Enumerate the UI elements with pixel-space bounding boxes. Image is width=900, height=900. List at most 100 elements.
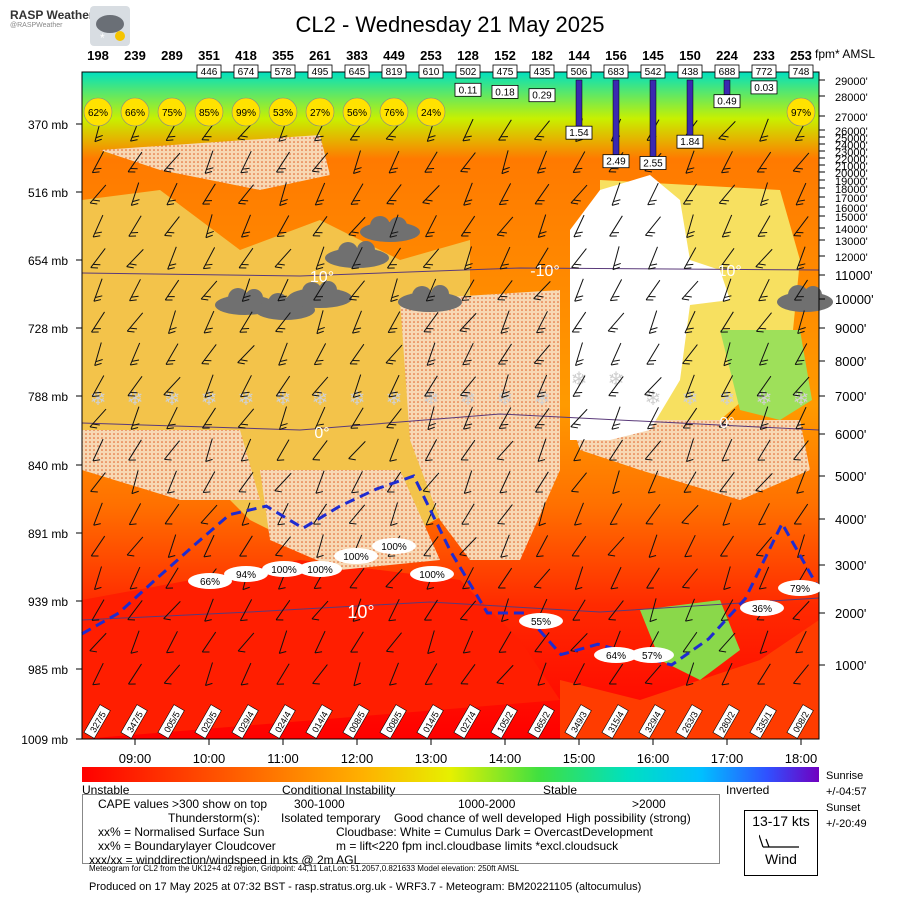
x-tick-label: 13:00 [415, 751, 448, 766]
cloudbase-box [788, 64, 814, 79]
wind-barb [426, 342, 436, 366]
sun-percent: 56% [347, 108, 367, 119]
wind-barb [498, 183, 512, 206]
snowflake-icon: ❄ [460, 388, 477, 410]
wind-barb [422, 248, 440, 269]
wind-barb [427, 406, 436, 431]
altitude-label: 21000' [835, 161, 868, 173]
cape-value: 198 [87, 48, 109, 63]
wind-barb [793, 664, 809, 685]
legend-box [82, 794, 720, 864]
altitude-label: 17000' [835, 193, 868, 205]
cloudbase-value: 683 [608, 67, 625, 78]
wind-barb [498, 407, 512, 429]
wind-barb [463, 406, 473, 430]
altitude-label: 9000' [835, 321, 866, 336]
wind-barb [792, 376, 810, 397]
wind-barb [203, 310, 215, 334]
wind-barb [793, 503, 809, 525]
wind-barb [682, 631, 698, 653]
wind-barb [572, 375, 586, 397]
sun-percent: 53% [273, 108, 293, 119]
wind-barb [90, 472, 106, 493]
wind-barb [500, 310, 510, 334]
legend-thunder: Thunderstorm(s): [168, 811, 261, 825]
wind-barb [612, 246, 621, 271]
altitude-label: 5000' [835, 469, 866, 484]
altitude-label: 19000' [835, 176, 868, 188]
bl-cloud-bubble [778, 580, 822, 596]
wind-barb [610, 342, 622, 366]
snowflake-icon: ❄ [90, 388, 107, 410]
isotherm-label: -10° [530, 263, 560, 280]
wind-barb [166, 631, 178, 654]
wind-barb [237, 408, 255, 429]
wind-barb [538, 502, 546, 527]
sun-circle [379, 97, 409, 127]
legend-cape-r2: 1000-2000 [458, 797, 516, 811]
wind-barb [723, 342, 732, 367]
bl-cloud-percent: 57% [642, 651, 662, 662]
wind-barb [241, 214, 251, 238]
wind-barb [794, 279, 808, 301]
snowflake-icon: ❄ [312, 388, 329, 410]
wind-barb [389, 438, 399, 462]
wind-barb [314, 630, 326, 654]
wind-barb [460, 215, 476, 237]
bl-cloud-bubble [224, 566, 268, 582]
bl-cloud-bubble [740, 600, 784, 616]
wind-barb [460, 152, 476, 173]
wind-barb [165, 343, 179, 365]
wind-barb [755, 248, 773, 269]
cloudbase-box [270, 64, 296, 79]
sun-percent: 76% [384, 108, 404, 119]
wind-barb [572, 151, 586, 173]
bl-cloud-percent: 100% [381, 542, 407, 553]
precip-value: 0.29 [532, 91, 552, 102]
wind-barb [684, 534, 696, 558]
snowflake-icon: ❄ [534, 388, 551, 410]
wind-barb [163, 376, 181, 397]
wind-barb [127, 151, 143, 173]
wind-barb [462, 118, 474, 142]
wind-barb [275, 375, 291, 397]
wind-barb [721, 438, 733, 462]
altitude-label: 12000' [835, 252, 868, 264]
cape-value: 152 [494, 48, 516, 63]
snowflake-icon: ❄ [682, 388, 699, 410]
wind-barb [535, 535, 549, 558]
cloudbase-value: 772 [756, 67, 773, 78]
cape-value: 156 [605, 48, 627, 63]
wind-barb [796, 470, 806, 494]
precip-box [602, 154, 630, 169]
precip-box [750, 80, 778, 95]
wind-barb [352, 598, 362, 622]
cloudbase-value: 475 [497, 67, 514, 78]
sunrise-value: +/-04:57 [826, 786, 867, 798]
wind-barb [758, 278, 770, 302]
x-tick-label: 18:00 [785, 751, 818, 766]
sun-percent: 62% [88, 108, 108, 119]
wind-barb [387, 247, 401, 269]
wind-barb [389, 662, 399, 686]
altitude-unit: fpm* AMSL [815, 47, 875, 61]
wind-barb [164, 216, 180, 237]
wind-barb [574, 502, 584, 526]
wind-barb [685, 598, 695, 622]
wind-barb [130, 406, 140, 430]
isotherm-label: 10° [310, 269, 334, 286]
cape-value: 128 [457, 48, 479, 63]
wind-barb [89, 408, 107, 429]
wind-barb [90, 535, 106, 557]
wind-barb [719, 472, 735, 493]
cloudbase-value: 578 [275, 67, 292, 78]
cloudbase-box [233, 64, 259, 79]
sun-circle [194, 97, 224, 127]
precip-bar [723, 79, 731, 95]
logo: RASP Weather @RASPWeather * [10, 6, 130, 48]
wind-barb [348, 504, 366, 525]
wind-barb [649, 598, 657, 623]
cloudbase-value: 542 [645, 67, 662, 78]
cape-value: 253 [790, 48, 812, 63]
wind-barb [462, 630, 474, 654]
